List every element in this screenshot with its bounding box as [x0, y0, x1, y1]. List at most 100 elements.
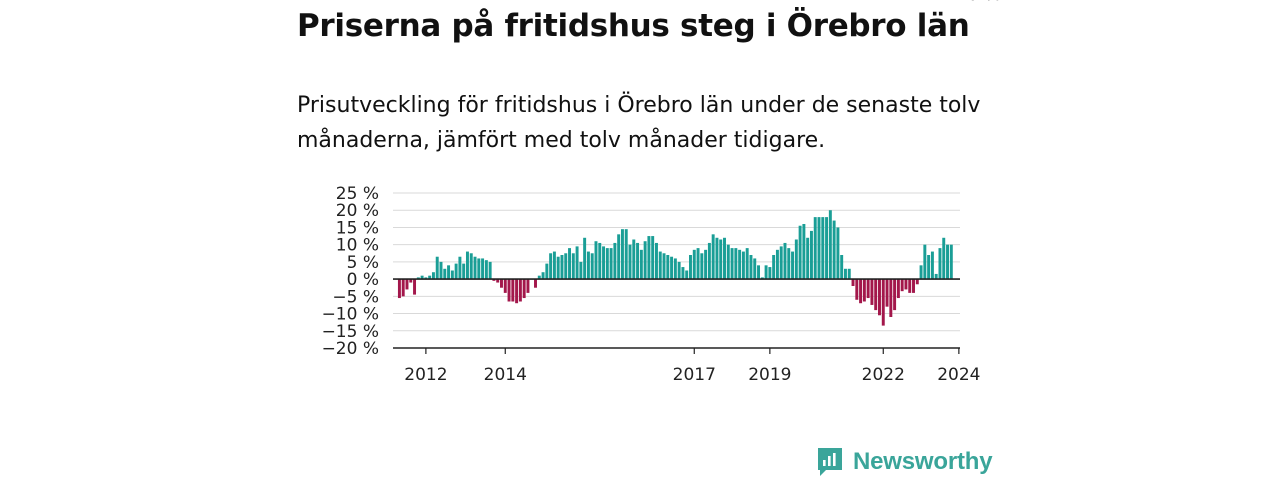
- axes: [393, 278, 960, 349]
- y-tick-label: 20 %: [336, 201, 379, 221]
- bar: [477, 258, 481, 280]
- x-tick-label: 2012: [404, 365, 447, 385]
- bar: [855, 279, 859, 300]
- bar: [832, 220, 836, 280]
- bar: [775, 249, 779, 280]
- bar: [534, 279, 537, 288]
- bar: [787, 248, 791, 280]
- bar: [927, 255, 931, 280]
- bar: [904, 279, 908, 290]
- bar: [726, 244, 730, 280]
- x-tick-label: 2017: [673, 365, 716, 385]
- y-tick-label: −15 %: [322, 322, 379, 342]
- chart-subtitle: Prisutveckling för fritidshus i Örebro l…: [297, 93, 981, 153]
- bar: [930, 251, 934, 280]
- bar: [458, 256, 462, 280]
- bar: [738, 249, 742, 280]
- bar: [447, 265, 451, 280]
- bar: [507, 279, 511, 302]
- bar: [696, 248, 700, 280]
- bar: [401, 279, 405, 297]
- bar: [715, 237, 719, 280]
- bar: [734, 248, 738, 280]
- annotations: 10 %: [956, 0, 1002, 5]
- bar: [673, 258, 677, 280]
- bar: [779, 246, 783, 280]
- bar: [719, 239, 723, 280]
- bar: [639, 249, 643, 280]
- bar: [900, 279, 904, 292]
- x-axis-tick-labels: 2012 2014 2017 2019 2022 2024: [404, 348, 980, 385]
- bar: [757, 265, 760, 280]
- bar: [522, 279, 526, 299]
- bar: [556, 256, 560, 280]
- bar: [704, 249, 708, 280]
- bar: [840, 255, 844, 280]
- bar: [741, 251, 745, 280]
- bar: [598, 242, 602, 280]
- bar: [583, 237, 587, 280]
- y-tick-label: 15 %: [336, 218, 379, 238]
- bar: [405, 279, 409, 290]
- bar: [424, 277, 428, 280]
- bar: [862, 279, 866, 302]
- bar: [605, 248, 609, 280]
- bar: [503, 279, 507, 293]
- bar: [723, 237, 726, 280]
- bar: [537, 275, 541, 280]
- bar: [450, 270, 454, 280]
- y-tick-label: −20 %: [322, 339, 379, 359]
- bars: [397, 210, 953, 326]
- bar: [923, 244, 927, 280]
- y-tick-label: 5 %: [347, 253, 379, 273]
- bar: [609, 248, 613, 280]
- bar: [613, 242, 617, 280]
- bar: [745, 248, 749, 280]
- bar: [764, 265, 768, 280]
- bar: [666, 255, 670, 280]
- bar: [813, 217, 817, 280]
- y-tick-label: −5 %: [332, 287, 379, 307]
- bar: [821, 217, 825, 280]
- bar: [949, 244, 953, 280]
- bar: [647, 236, 651, 280]
- y-axis-tick-labels: 25 %20 %15 %10 %5 %0 %−5 %−10 %−15 %−20 …: [322, 184, 379, 359]
- y-tick-label: −10 %: [322, 305, 379, 325]
- bar: [847, 268, 851, 280]
- bar: [768, 267, 772, 280]
- bar: [843, 268, 847, 280]
- y-tick-label: 10 %: [336, 236, 379, 256]
- bar: [772, 255, 776, 280]
- bar: [586, 251, 590, 280]
- bar: [651, 236, 655, 280]
- bar: [658, 251, 662, 280]
- bar: [806, 237, 810, 280]
- bar: [798, 225, 802, 280]
- bar-chart: 25 %20 %15 %10 %5 %0 %−5 %−10 %−15 %−20 …: [322, 0, 1002, 385]
- bar: [677, 261, 681, 280]
- bar: [707, 242, 711, 280]
- bar: [602, 246, 606, 280]
- bar: [409, 279, 413, 283]
- x-tick-label: 2014: [484, 365, 527, 385]
- bar: [526, 279, 530, 293]
- bar: [484, 260, 488, 280]
- bar: [515, 279, 519, 304]
- bar: [481, 258, 485, 280]
- bar: [492, 279, 496, 281]
- bar: [908, 279, 912, 293]
- bar: [912, 279, 915, 293]
- bar: [473, 256, 477, 280]
- bar: [711, 234, 715, 280]
- bar: [881, 279, 885, 326]
- newsworthy-logo[interactable]: Newsworthy: [816, 446, 993, 478]
- bar: [681, 267, 685, 280]
- bar: [416, 277, 420, 280]
- bar: [431, 272, 435, 280]
- bar: [836, 227, 840, 280]
- bar: [435, 256, 439, 280]
- bar: [692, 249, 696, 280]
- bar: [794, 239, 798, 280]
- bar: [428, 275, 432, 280]
- bar: [689, 255, 692, 280]
